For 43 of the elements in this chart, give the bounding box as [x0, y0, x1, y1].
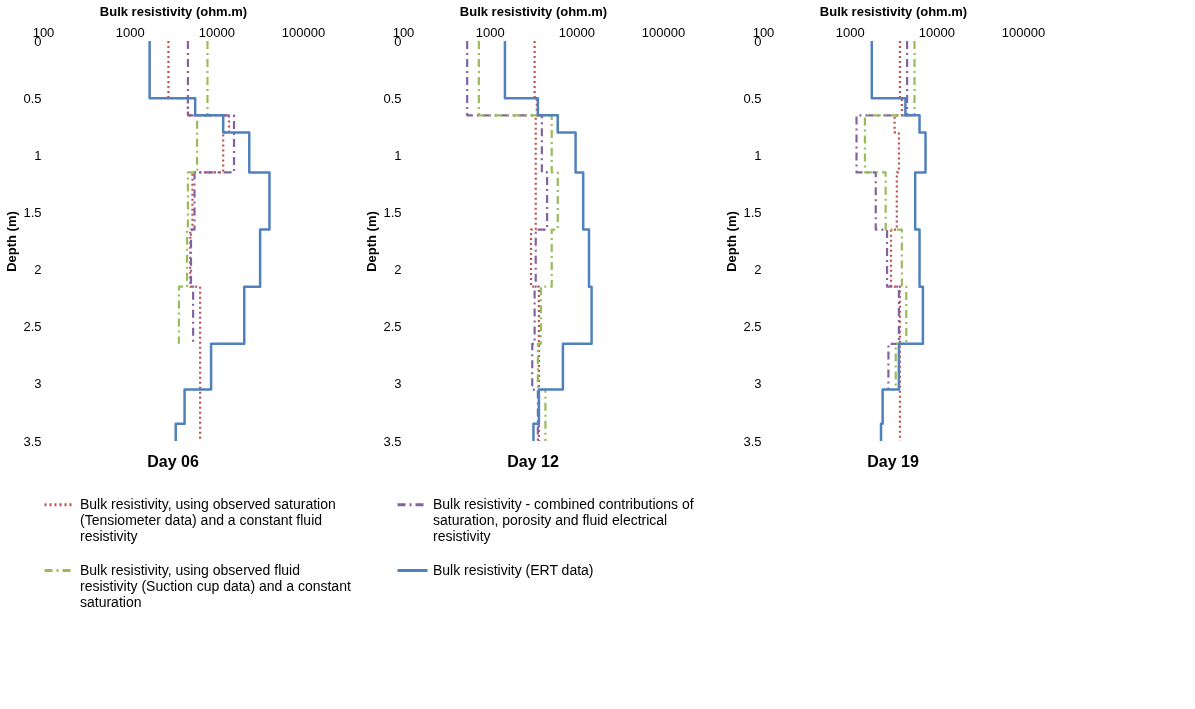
x-tick-label: 1000 — [475, 24, 505, 40]
x-tick-label: 10000 — [918, 24, 955, 40]
y-tick-label: 3 — [754, 376, 762, 392]
legend-label: Bulk resistivity, using observed fluid resistivity (Suction cup data) and a constant saturation — [80, 561, 351, 610]
y-tick-label: 3.5 — [383, 433, 402, 449]
x-tick-label: 100000 — [281, 24, 326, 40]
x-tick-label: 1000 — [835, 24, 865, 40]
y-tick-label: 2 — [34, 262, 42, 278]
y-tick-label: 3.5 — [743, 433, 762, 449]
x-tick-label: 10000 — [558, 24, 595, 40]
x-tick-label: 100000 — [1001, 24, 1046, 40]
y-tick-label: 0.5 — [383, 90, 402, 106]
y-tick-label: 2.5 — [743, 319, 762, 335]
text: Day 19 — [867, 453, 919, 470]
x-tick-label: 100000 — [641, 24, 686, 40]
y-tick-label: 1.5 — [23, 204, 42, 220]
y-tick-label: 2 — [394, 262, 402, 278]
y-tick-label: 3.5 — [23, 433, 42, 449]
y-tick-label: 0.5 — [743, 90, 762, 106]
legend-label: Bulk resistivity - combined contributions of saturation, porosity and fluid electrical resistivity — [433, 495, 694, 544]
x-axis-title: Bulk resistivity (ohm.m) — [459, 3, 608, 19]
legend-label: Bulk resistivity, using observed saturation (Tensiometer data) and a constant fluid resistivity — [80, 495, 336, 544]
y-tick-label: 3 — [34, 376, 42, 392]
y-tick-label: 2 — [754, 262, 762, 278]
legend-label: Bulk resistivity (ERT data) — [433, 561, 594, 578]
y-axis-title: Depth (m) — [724, 211, 740, 272]
text: Day 06 — [147, 453, 199, 470]
y-axis-title: Depth (m) — [364, 211, 380, 272]
y-tick-label: 1 — [754, 147, 762, 163]
y-axis-title: Depth (m) — [4, 211, 20, 272]
y-tick-label: 2.5 — [383, 319, 402, 335]
y-tick-label: 1.5 — [383, 204, 402, 220]
x-tick-label: 1000 — [115, 24, 145, 40]
y-tick-label: 1 — [394, 147, 402, 163]
y-tick-label: 0.5 — [23, 90, 42, 106]
y-tick-label: 1 — [34, 147, 42, 163]
y-tick-label: 1.5 — [743, 204, 762, 220]
x-axis-title: Bulk resistivity (ohm.m) — [819, 3, 968, 19]
x-tick-label: 10000 — [198, 24, 235, 40]
y-tick-label: 2.5 — [23, 319, 42, 335]
x-axis-title: Bulk resistivity (ohm.m) — [99, 3, 248, 19]
text: Day 12 — [507, 453, 559, 470]
y-tick-label: 3 — [394, 376, 402, 392]
